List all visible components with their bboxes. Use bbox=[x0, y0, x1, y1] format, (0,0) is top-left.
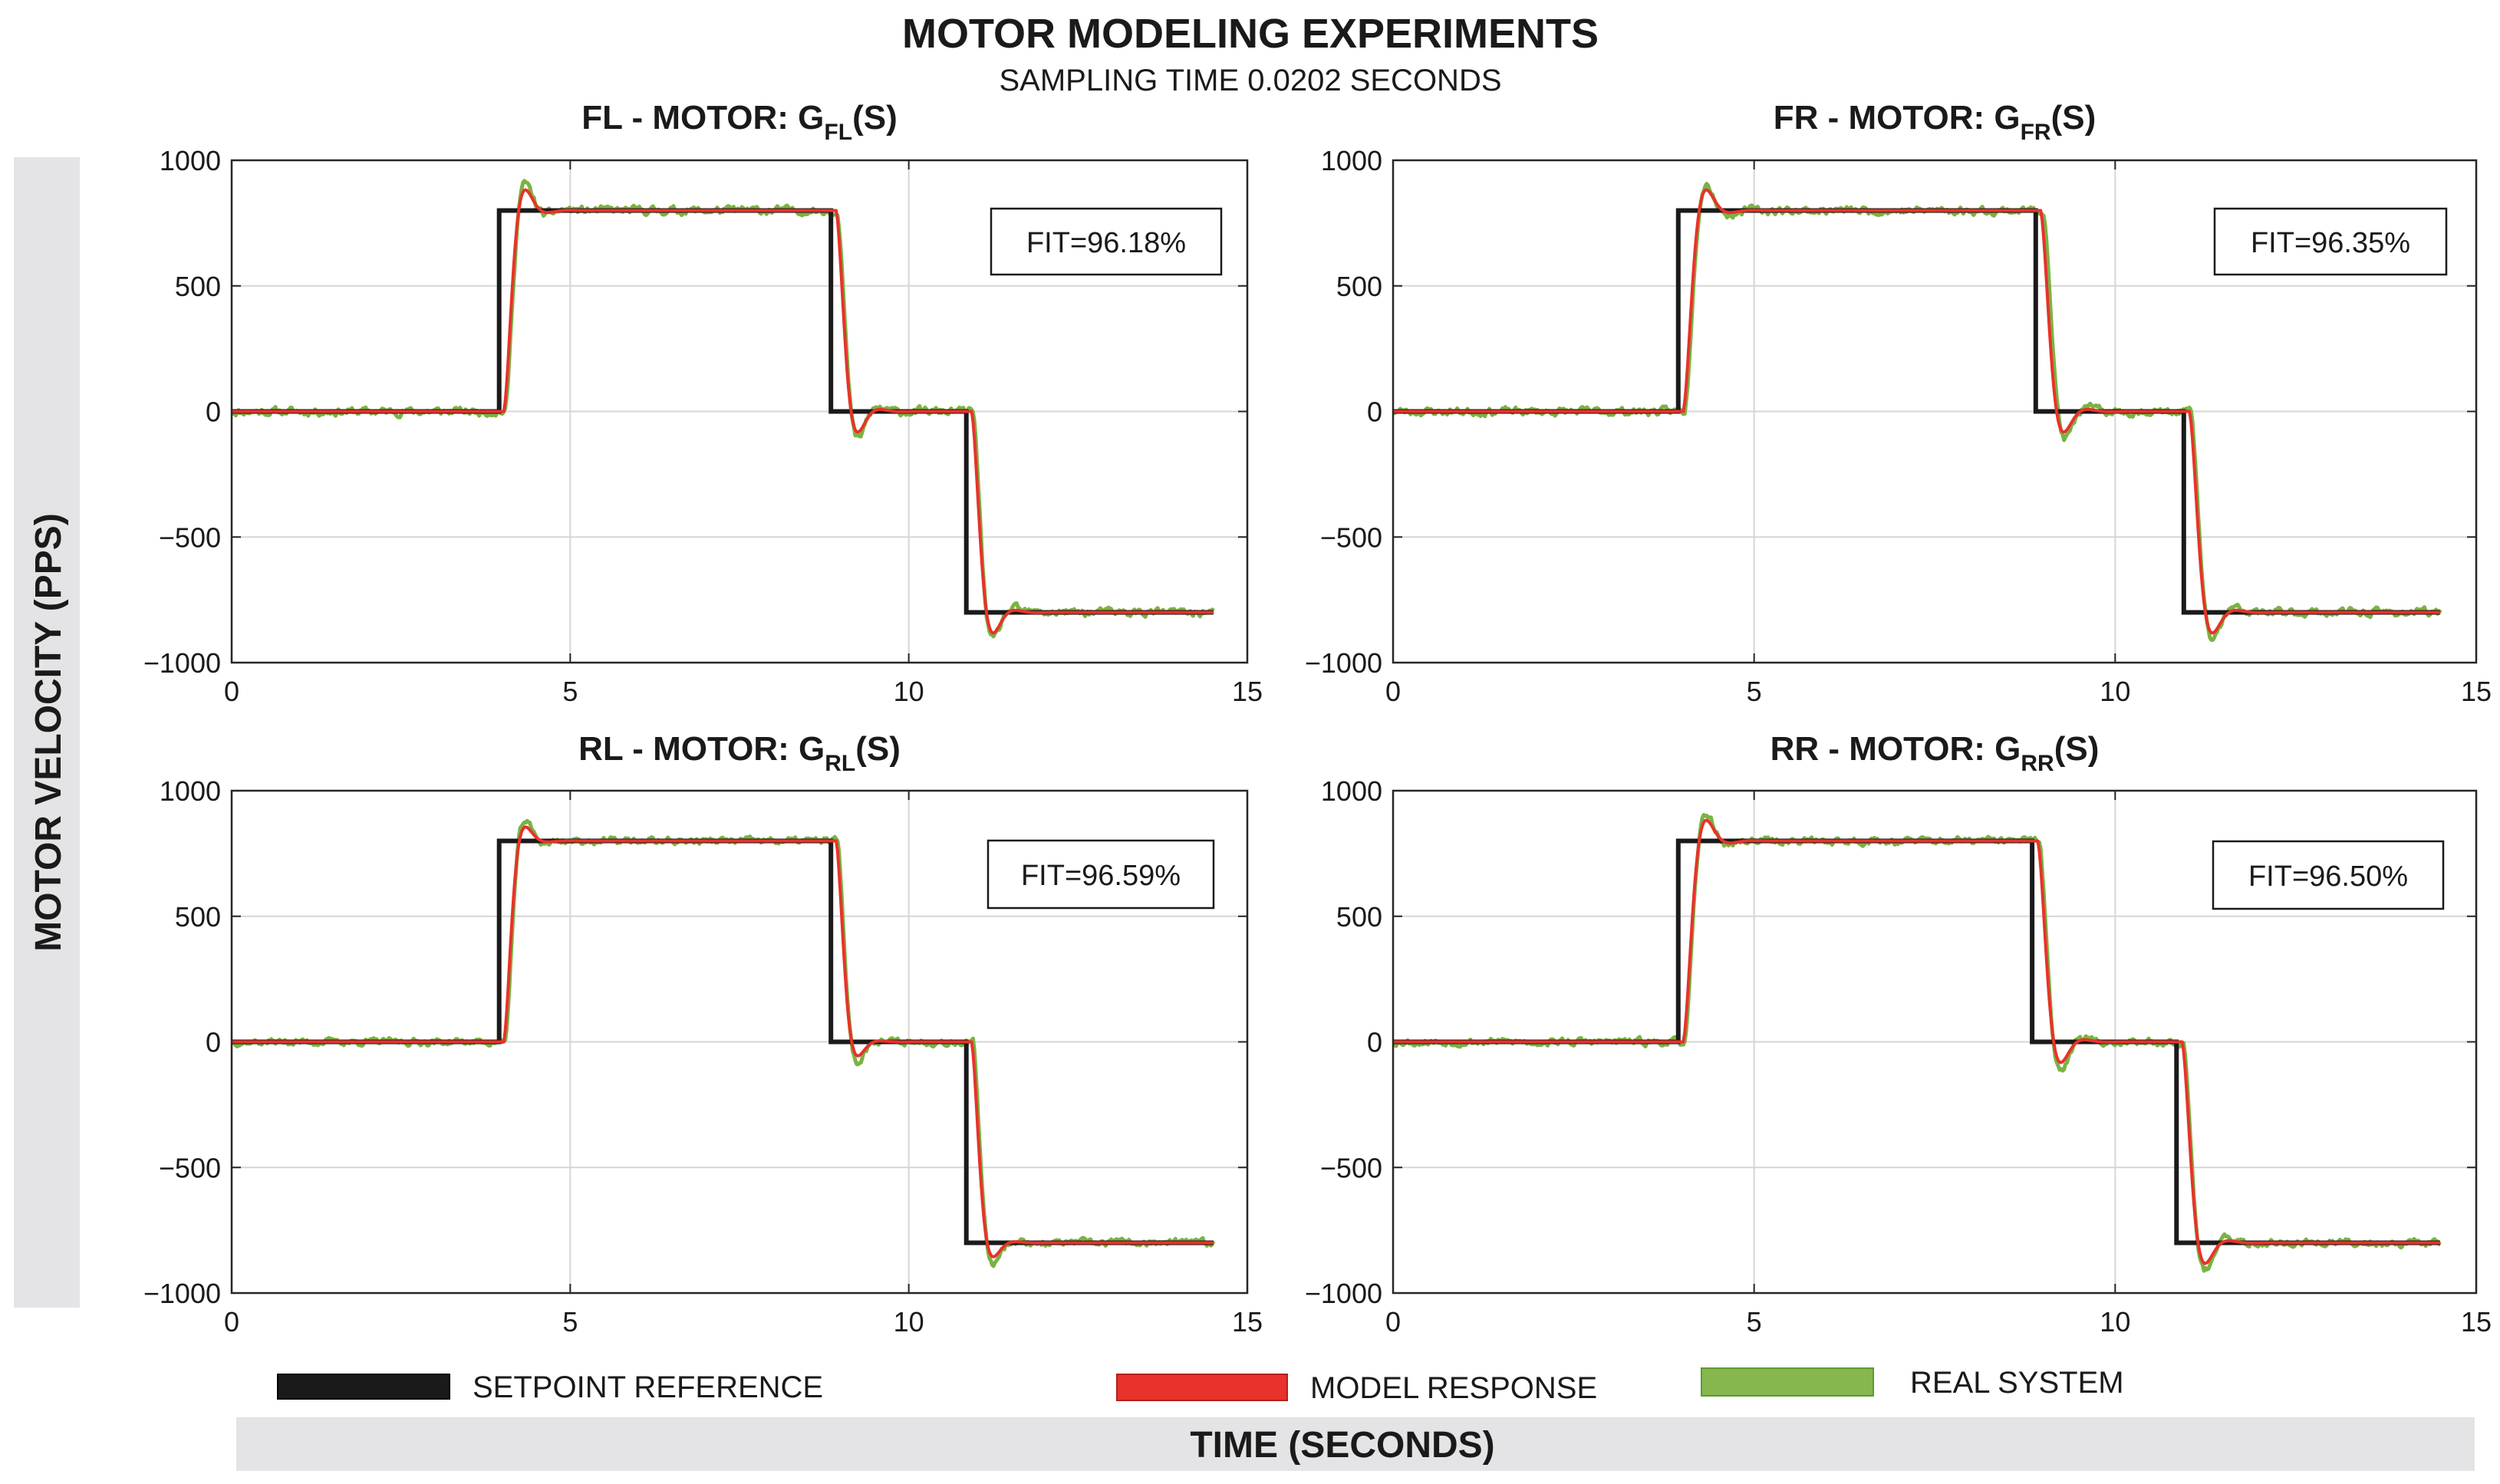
panel-title: FR - MOTOR: GFR(S) bbox=[1774, 99, 2096, 145]
panel-title: FL - MOTOR: GFL(S) bbox=[581, 99, 897, 145]
y-tick-label: −1000 bbox=[1305, 647, 1382, 679]
y-tick-label: 500 bbox=[175, 901, 221, 933]
legend-swatch-model bbox=[1116, 1374, 1288, 1401]
series-model-response bbox=[232, 188, 1214, 635]
y-tick-label: 1000 bbox=[1321, 145, 1382, 176]
y-axis-label-band bbox=[14, 157, 80, 1308]
x-axis-label: TIME (SECONDS) bbox=[1190, 1425, 1494, 1466]
panel-title: RL - MOTOR: GRL(S) bbox=[578, 730, 901, 776]
axes-box bbox=[1392, 789, 2478, 1295]
figure-title: MOTOR MODELING EXPERIMENTS bbox=[902, 11, 1599, 57]
y-tick-label: −500 bbox=[1320, 522, 1382, 553]
y-tick-label: 1000 bbox=[1321, 775, 1382, 807]
legend: SETPOINT REFERENCE MODEL RESPONSE REAL S… bbox=[277, 1366, 2124, 1405]
legend-label-real: REAL SYSTEM bbox=[1910, 1366, 2124, 1400]
panel-fr-motor: 0 5 10 15 −1000 −500 0 500 1000 FIT=96.35% FR - MO… bbox=[1305, 99, 2492, 707]
x-tick-label: 0 bbox=[1385, 676, 1401, 707]
y-tick-label: 500 bbox=[175, 271, 221, 302]
panel-title: RR - MOTOR: GRR(S) bbox=[1770, 730, 2100, 776]
fit-annotation-box bbox=[990, 207, 1223, 276]
y-tick-label: 500 bbox=[1336, 271, 1382, 302]
legend-swatch-real bbox=[1701, 1367, 1874, 1397]
x-tick-label: 5 bbox=[1747, 676, 1762, 707]
x-tick-label: 10 bbox=[894, 1306, 924, 1338]
series-model-response bbox=[232, 825, 1214, 1259]
axes-box bbox=[230, 789, 1249, 1295]
y-tick-label: −500 bbox=[1320, 1152, 1382, 1183]
legend-label-setpoint: SETPOINT REFERENCE bbox=[473, 1370, 823, 1404]
x-tick-label: 10 bbox=[2100, 1306, 2130, 1338]
fit-annotation-label: FIT=96.59% bbox=[1021, 860, 1181, 892]
y-tick-label: 1000 bbox=[160, 145, 221, 176]
x-tick-label: 5 bbox=[1747, 1306, 1762, 1338]
fit-annotation-box bbox=[2212, 840, 2445, 910]
fit-annotation-box bbox=[2213, 207, 2448, 276]
x-tick-label: 15 bbox=[2461, 1306, 2492, 1338]
x-tick-label: 15 bbox=[1232, 676, 1263, 707]
y-tick-label: 500 bbox=[1336, 901, 1382, 933]
y-tick-label: 0 bbox=[206, 1027, 221, 1058]
panel-fl-motor: 0 5 10 15 −1000 −500 0 500 1000 FIT=96.18% FL - MO… bbox=[143, 99, 1263, 707]
x-tick-label: 15 bbox=[2461, 676, 2492, 707]
fit-annotation-label: FIT=96.35% bbox=[2251, 227, 2410, 259]
y-tick-label: −500 bbox=[159, 1152, 221, 1183]
x-tick-label: 10 bbox=[894, 676, 924, 707]
legend-label-model: MODEL RESPONSE bbox=[1310, 1371, 1597, 1405]
x-tick-label: 5 bbox=[562, 676, 578, 707]
fit-annotation-label: FIT=96.18% bbox=[1026, 227, 1186, 259]
y-tick-label: 0 bbox=[1367, 397, 1382, 428]
figure-subtitle: SAMPLING TIME 0.0202 SECONDS bbox=[999, 64, 1501, 97]
y-axis-label: MOTOR VELOCITY (PPS) bbox=[28, 513, 69, 952]
series-setpoint-reference bbox=[232, 208, 1214, 615]
x-tick-label: 0 bbox=[224, 676, 239, 707]
y-tick-label: 0 bbox=[206, 397, 221, 428]
series-model-response bbox=[1393, 188, 2441, 635]
x-tick-label: 0 bbox=[224, 1306, 239, 1338]
fit-annotation-label: FIT=96.50% bbox=[2248, 860, 2408, 893]
x-tick-label: 15 bbox=[1232, 1306, 1263, 1338]
legend-swatch-setpoint bbox=[277, 1374, 450, 1400]
x-tick-label: 10 bbox=[2100, 676, 2130, 707]
y-tick-label: −500 bbox=[159, 522, 221, 553]
panel-rl-motor: 0 5 10 15 −1000 −500 0 500 1000 FIT=96.59% RL - MO… bbox=[143, 730, 1263, 1338]
x-tick-label: 0 bbox=[1385, 1306, 1401, 1338]
series-setpoint-reference bbox=[1393, 838, 2440, 1245]
fit-annotation-box bbox=[986, 839, 1215, 910]
series-setpoint-reference bbox=[1393, 208, 2440, 615]
series-setpoint-reference bbox=[232, 838, 1214, 1245]
axes-box bbox=[230, 159, 1249, 664]
series-model-response bbox=[1393, 818, 2441, 1265]
axes-box bbox=[1392, 159, 2478, 664]
y-tick-label: −1000 bbox=[143, 1278, 221, 1309]
x-axis-label-band bbox=[236, 1417, 2475, 1471]
y-tick-label: −1000 bbox=[143, 647, 221, 679]
x-tick-label: 5 bbox=[562, 1306, 578, 1338]
y-tick-label: 1000 bbox=[160, 775, 221, 807]
y-tick-label: 0 bbox=[1367, 1027, 1382, 1058]
y-tick-label: −1000 bbox=[1305, 1278, 1382, 1309]
panel-rr-motor: 0 5 10 15 −1000 −500 0 500 1000 FIT=96.50% RR - MO… bbox=[1305, 730, 2492, 1338]
